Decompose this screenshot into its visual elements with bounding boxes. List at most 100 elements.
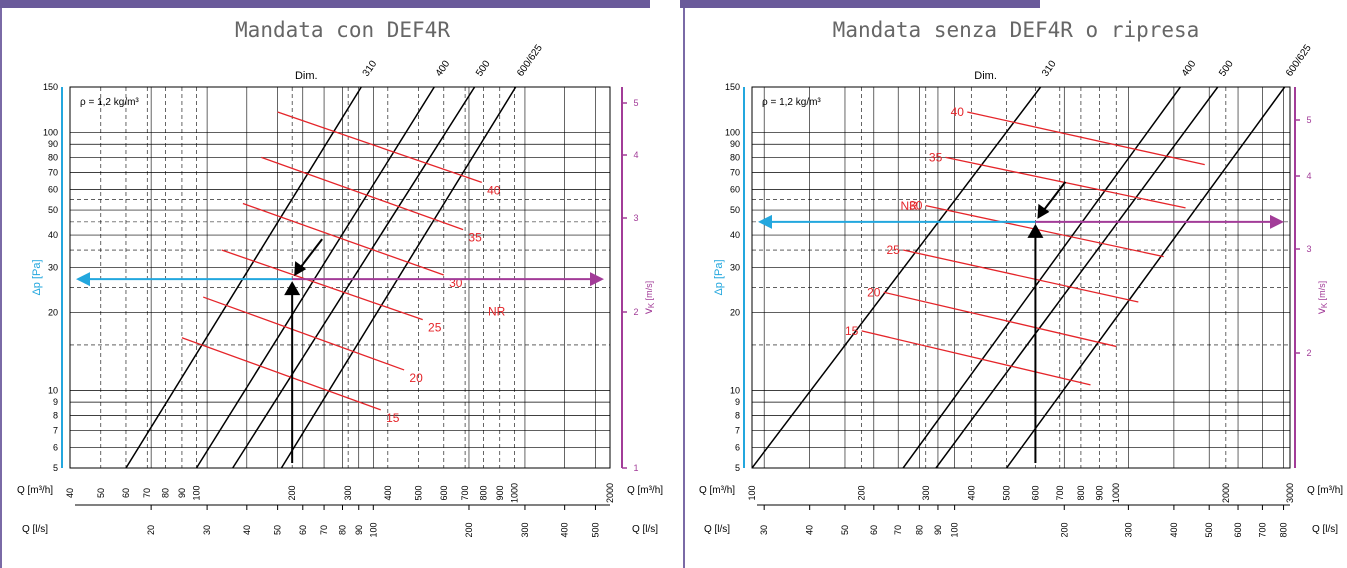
density-annotation: ρ = 1,2 kg/m³ (762, 97, 821, 108)
example-vk-arrowhead (590, 272, 604, 287)
q-m3h-tick-2000: 2000 (1221, 483, 1231, 503)
nr-line-35 (261, 156, 464, 231)
q-m3h-label-right: Q [m³/h] (1307, 485, 1343, 496)
chart-title-left: Mandata con DEF4R (235, 18, 450, 42)
dp-tick-100: 100 (725, 127, 740, 137)
q-ls-tick-800: 800 (1279, 522, 1289, 537)
q-ls-tick-200: 200 (1059, 522, 1069, 537)
q-ls-tick-90: 90 (354, 525, 364, 535)
dp-tick-7: 7 (53, 425, 58, 435)
q-ls-tick-500: 500 (590, 522, 600, 537)
dp-tick-40: 40 (730, 230, 740, 240)
q-m3h-tick-1000: 1000 (1111, 483, 1121, 503)
nr-line-30 (925, 205, 1164, 258)
dp-tick-20: 20 (48, 308, 58, 318)
q-m3h-tick-600: 600 (439, 485, 449, 500)
q-m3h-tick-70: 70 (142, 488, 152, 498)
example-dp-arrowhead (758, 214, 772, 229)
nr-label-25: 25 (428, 321, 442, 335)
plot-frame (69, 86, 611, 469)
q-m3h-tick-700: 700 (460, 485, 470, 500)
dp-tick-40: 40 (48, 230, 58, 240)
nr-line-25 (903, 249, 1139, 303)
q-ls-tick-100: 100 (950, 522, 960, 537)
q-m3h-tick-400: 400 (383, 485, 393, 500)
q-m3h-tick-90: 90 (177, 488, 187, 498)
q-ls-tick-70: 70 (319, 525, 329, 535)
q-ls-tick-400: 400 (560, 522, 570, 537)
nr-line-40 (277, 111, 482, 184)
nr-title: NR (900, 199, 918, 213)
q-ls-tick-90: 90 (933, 525, 943, 535)
dim-line-400 (902, 87, 1181, 468)
q-m3h-label-right: Q [m³/h] (627, 485, 663, 496)
q-ls-tick-40: 40 (805, 525, 815, 535)
q-m3h-tick-800: 800 (479, 485, 489, 500)
dim-label-600/625: 600/625 (1284, 42, 1314, 78)
q-ls-tick-40: 40 (242, 525, 252, 535)
q-m3h-tick-400: 400 (966, 485, 976, 500)
dp-tick-80: 80 (48, 152, 58, 162)
q-ls-tick-100: 100 (368, 522, 378, 537)
dp-tick-80: 80 (730, 152, 740, 162)
nr-label-35: 35 (468, 231, 482, 245)
dp-tick-50: 50 (730, 205, 740, 215)
dp-tick-70: 70 (48, 167, 58, 177)
plot-frame (751, 86, 1291, 469)
q-m3h-tick-900: 900 (495, 485, 505, 500)
q-m3h-tick-40: 40 (65, 488, 75, 498)
plot-grid (752, 87, 1290, 468)
dim-label-500: 500 (474, 58, 493, 78)
q-ls-tick-200: 200 (464, 522, 474, 537)
nr-label-40: 40 (487, 183, 501, 197)
q-m3h-tick-900: 900 (1095, 485, 1105, 500)
q-m3h-tick-60: 60 (121, 488, 131, 498)
nr-label-15: 15 (386, 411, 400, 425)
dp-tick-10: 10 (730, 385, 740, 395)
q-ls-label-left: Q [l/s] (22, 524, 48, 535)
nr-series (861, 111, 1205, 386)
dp-tick-100: 100 (43, 127, 58, 137)
nr-line-15 (861, 330, 1091, 386)
q-m3h-tick-100: 100 (747, 485, 757, 500)
nr-label-40: 40 (951, 105, 965, 119)
vk-tick-1: 1 (633, 463, 638, 473)
nr-line-30 (242, 202, 445, 276)
q-m3h-tick-500: 500 (414, 485, 424, 500)
q-m3h-tick-50: 50 (96, 488, 106, 498)
vk-tick-3: 3 (633, 213, 638, 223)
q-ls-tick-30: 30 (202, 525, 212, 535)
nr-label-15: 15 (845, 324, 859, 338)
q-m3h-tick-200: 200 (857, 485, 867, 500)
q-m3h-tick-100: 100 (191, 485, 201, 500)
dp-tick-6: 6 (53, 443, 58, 453)
vk-axis-label: vK [m/s] (1314, 281, 1329, 314)
dp-tick-20: 20 (730, 308, 740, 318)
q-m3h-tick-300: 300 (921, 485, 931, 500)
dim-line-310 (752, 87, 1042, 468)
example-q-arrowhead (1027, 223, 1044, 238)
dp-tick-7: 7 (735, 425, 740, 435)
q-ls-label-right: Q [l/s] (1312, 524, 1338, 535)
q-ls-tick-20: 20 (146, 525, 156, 535)
q-m3h-tick-300: 300 (343, 485, 353, 500)
dim-line-500 (232, 87, 476, 468)
dp-tick-5: 5 (53, 463, 58, 473)
dp-tick-50: 50 (48, 205, 58, 215)
q-ls-tick-60: 60 (869, 525, 879, 535)
dp-tick-60: 60 (730, 185, 740, 195)
dim-series (752, 87, 1286, 468)
dp-tick-8: 8 (735, 410, 740, 420)
example-q-arrowhead (284, 281, 301, 296)
dim-series (125, 87, 517, 468)
header-tab-right (680, 0, 1040, 8)
vk-tick-2: 2 (1306, 348, 1311, 358)
q-m3h-tick-1000: 1000 (509, 483, 519, 503)
nr-label-30: 30 (909, 199, 923, 213)
q-m3h-tick-80: 80 (161, 488, 171, 498)
dim-line-310 (125, 87, 362, 468)
q-m3h-tick-600: 600 (1030, 485, 1040, 500)
nr-label-35: 35 (929, 150, 943, 164)
